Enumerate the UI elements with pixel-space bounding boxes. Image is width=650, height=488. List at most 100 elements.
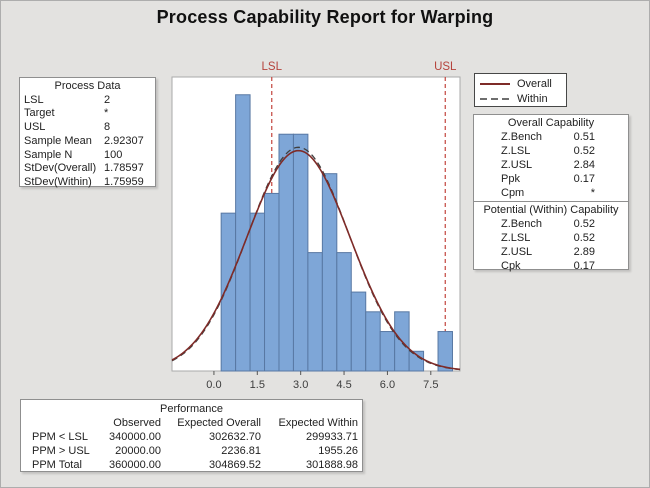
histogram-bar (264, 192, 280, 372)
histogram-bar (307, 252, 323, 372)
cell-value: 302632.70 (209, 431, 261, 443)
x-axis-tick-label: 1.5 (250, 379, 265, 391)
cell-value: 1955.26 (318, 445, 358, 457)
stat-label: Z.LSL (501, 145, 531, 157)
capability-row: Cpk 0.17 (474, 259, 628, 273)
x-axis-tick-label: 3.0 (293, 379, 308, 391)
column-header-expected-overall: Expected Overall (177, 417, 261, 429)
histogram-bar (220, 212, 237, 372)
capability-row: Z.USL 2.89 (474, 245, 628, 259)
process-data-title: Process Data (54, 80, 121, 92)
overall-capability-section: Overall Capability Z.Bench 0.51 Z.LSL 0.52… (474, 116, 628, 200)
stat-label: LSL (24, 93, 44, 106)
process-data-row: Sample N 100 (20, 149, 155, 163)
capability-row: Ppk 0.17 (474, 172, 628, 186)
cell-value: 304869.52 (209, 459, 261, 471)
capability-row: Z.Bench 0.51 (474, 130, 628, 144)
stat-value: * (104, 107, 109, 120)
histogram-bar (321, 173, 338, 372)
process-data-row: USL 8 (20, 121, 155, 135)
cell-value: 360000.00 (109, 459, 161, 471)
capability-row: Z.LSL 0.52 (474, 231, 628, 245)
stat-label: StDev(Overall) (24, 162, 97, 175)
stat-label: Z.LSL (501, 232, 531, 244)
stat-value: 100 (104, 148, 123, 161)
process-data-row: Sample Mean 2.92307 (20, 135, 155, 149)
stat-label: USL (24, 121, 46, 134)
within-curve (171, 146, 461, 371)
legend-item-within: Within (479, 91, 566, 106)
lsl-label: LSL (262, 61, 283, 73)
empty-corner-cell (26, 416, 107, 430)
histogram-bar (292, 133, 309, 372)
overall-line-icon (480, 82, 510, 85)
overall-capability-title: Overall Capability (507, 117, 595, 129)
histogram-bar (249, 212, 266, 372)
stat-label: Sample Mean (24, 134, 92, 147)
x-axis-tick-label: 0.0 (206, 379, 221, 391)
histogram-bar (408, 350, 425, 372)
histogram-bar (437, 331, 453, 372)
column-header-observed: Observed (113, 417, 161, 429)
process-data-row: LSL 2 (20, 94, 155, 108)
stat-value: 8 (104, 121, 111, 134)
stat-value: 2.84 (573, 159, 595, 171)
within-line-icon (480, 97, 510, 100)
stat-label: Z.USL (501, 159, 533, 171)
cell-value: 301888.98 (306, 459, 358, 471)
legend-label: Within (517, 92, 548, 105)
stat-value: 1.78597 (104, 162, 144, 175)
performance-title: Performance (160, 403, 223, 415)
stat-label: Sample N (24, 148, 73, 161)
stat-label: Z.Bench (501, 131, 542, 143)
stat-label: Target (24, 107, 55, 120)
cell-value: 2236.81 (221, 445, 261, 457)
stat-label: Ppk (501, 173, 520, 185)
x-axis-tick-label: 6.0 (380, 379, 395, 391)
capability-row: Z.Bench 0.52 (474, 217, 628, 231)
process-data-row: StDev(Within) 1.75959 (20, 176, 155, 190)
capability-histogram-chart: LSL USL 0.0 1.5 3.0 4.5 6.0 7.5 (171, 61, 461, 391)
stat-value: 0.51 (573, 131, 595, 143)
x-axis-tick-label: 7.5 (423, 379, 438, 391)
within-capability-title: Potential (Within) Capability (483, 204, 619, 216)
capability-row: Z.LSL 0.52 (474, 144, 628, 158)
stat-value: 2.89 (573, 246, 595, 258)
overall-curve (171, 149, 461, 371)
stat-value: 1.75959 (104, 175, 144, 188)
cell-value: 299933.71 (306, 431, 358, 443)
stat-value: 0.52 (573, 218, 595, 230)
stat-label: Cpk (501, 260, 521, 272)
histogram-bar (379, 331, 396, 372)
capability-panel: Overall Capability Z.Bench 0.51 Z.LSL 0.52… (473, 114, 629, 273)
process-data-panel: Process Data LSL 2 Target * USL 8 Sample Me… (19, 77, 156, 190)
usl-label: USL (434, 61, 457, 73)
stat-value: 0.52 (573, 145, 595, 157)
histogram-bar (336, 252, 352, 372)
process-data-row: StDev(Overall) 1.78597 (20, 162, 155, 176)
stat-label: Cpm (501, 187, 525, 199)
capability-row: Z.USL 2.84 (474, 158, 628, 172)
row-label: PPM < LSL (32, 431, 88, 443)
stat-label: Z.Bench (501, 218, 542, 230)
stat-label: Z.USL (501, 246, 533, 258)
process-data-row: Target * (20, 107, 155, 121)
row-label: PPM Total (32, 459, 82, 471)
legend-item-overall: Overall (479, 76, 566, 91)
performance-panel: Performance Observed Expected Overall Ex… (20, 399, 363, 472)
legend-label: Overall (517, 77, 552, 90)
stat-value: 2.92307 (104, 134, 144, 147)
stat-label: StDev(Within) (24, 175, 92, 188)
stat-value: 2 (104, 93, 111, 106)
stat-value: 0.17 (573, 260, 595, 272)
cell-value: 20000.00 (115, 445, 161, 457)
histogram-bar (365, 311, 381, 372)
stat-value: 0.52 (573, 232, 595, 244)
chart-legend: Overall Within (474, 73, 567, 107)
histogram-bar (350, 291, 367, 372)
histogram-bar (278, 133, 294, 372)
capability-row: Cpm * (474, 186, 628, 200)
stat-value: 0.17 (573, 173, 595, 185)
within-capability-section: Potential (Within) Capability Z.Bench 0.5… (474, 201, 628, 273)
